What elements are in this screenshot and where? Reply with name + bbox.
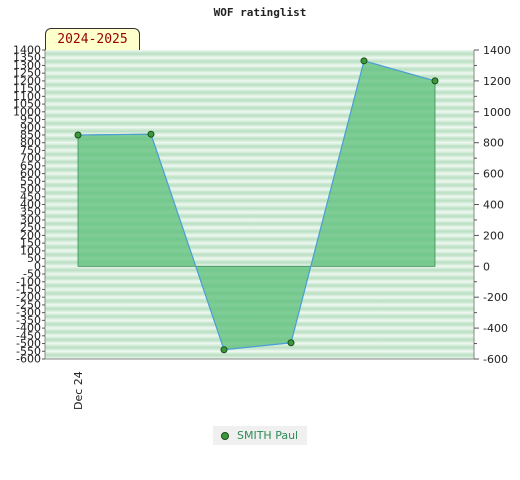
grid-band (45, 250, 474, 259)
right-tick-label: -200 (483, 291, 508, 304)
left-tick-label: -300 (16, 306, 41, 319)
grid-band (45, 235, 474, 244)
left-tick-label: 1000 (13, 105, 41, 118)
left-tick-label: 350 (20, 206, 41, 219)
season-tab: 2024-2025 (45, 28, 140, 50)
grid-band (45, 73, 474, 81)
left-tick-label: 500 (20, 183, 41, 196)
left-tick-label: -350 (16, 314, 41, 327)
grid-band (45, 111, 474, 120)
legend-marker-icon (221, 431, 229, 440)
right-tick-label: 1200 (483, 75, 511, 88)
right-tick-label: 800 (483, 137, 504, 150)
grid-band (45, 173, 474, 182)
grid-band (45, 165, 474, 174)
left-tick-label: -450 (16, 329, 41, 342)
grid-band (45, 96, 474, 105)
left-tick-label: 200 (20, 229, 41, 242)
left-tick-label: 1050 (13, 98, 41, 111)
grid-band (45, 104, 474, 112)
left-tick-label: -400 (16, 322, 41, 335)
x-tick-label: Dec 24 (72, 371, 85, 410)
grid-band (45, 212, 474, 220)
grid-band (45, 258, 474, 267)
right-tick-label: 1400 (483, 44, 511, 57)
grid-band (45, 189, 474, 197)
left-tick-label: 700 (20, 152, 41, 165)
grid-band (45, 142, 474, 151)
legend-label-smith-paul: SMITH Paul (237, 429, 299, 442)
left-tick-label: 0 (34, 260, 41, 273)
grid-band (45, 57, 474, 66)
left-tick-label: 550 (20, 175, 41, 188)
left-tick-label: -200 (16, 291, 41, 304)
grid-band (45, 227, 474, 236)
left-tick-label: -150 (16, 283, 41, 296)
right-tick-label: 0 (483, 260, 490, 273)
left-tick-label: 100 (20, 244, 41, 257)
right-tick-label: 400 (483, 199, 504, 212)
left-tick-label: 850 (20, 128, 41, 141)
left-tick-label: 750 (20, 144, 41, 157)
grid-band (45, 50, 474, 58)
grid-band (45, 150, 474, 159)
left-tick-label: 800 (20, 136, 41, 149)
left-tick-label: 1400 (13, 44, 41, 57)
grid-band (45, 351, 474, 359)
grid-band (45, 119, 474, 128)
left-tick-label: 1250 (13, 67, 41, 80)
left-tick-label: 50 (27, 252, 41, 265)
right-tick-label: -400 (483, 322, 508, 335)
grid-band (45, 88, 474, 97)
data-point (147, 130, 155, 138)
left-tick-label: -50 (23, 268, 41, 281)
left-tick-label: 300 (20, 213, 41, 226)
left-tick-label: -100 (16, 275, 41, 288)
left-tick-label: 1100 (13, 90, 41, 103)
left-tick-label: 950 (20, 113, 41, 126)
grid-band (45, 196, 474, 205)
data-point (220, 346, 228, 354)
left-tick-label: -600 (16, 353, 41, 366)
grid-band (45, 80, 474, 89)
grid-band (45, 134, 474, 143)
grid-band (45, 204, 474, 213)
left-tick-label: 650 (20, 159, 41, 172)
left-tick-label: 150 (20, 237, 41, 250)
grid-band (45, 181, 474, 190)
left-tick-label: -550 (16, 345, 41, 358)
data-point (431, 77, 439, 85)
left-tick-label: 450 (20, 190, 41, 203)
left-tick-label: 400 (20, 198, 41, 211)
data-point (360, 57, 368, 65)
right-tick-label: 600 (483, 168, 504, 181)
right-tick-label: -600 (483, 353, 508, 366)
left-tick-label: 1350 (13, 51, 41, 64)
right-tick-label: 1000 (483, 106, 511, 119)
left-tick-label: 600 (20, 167, 41, 180)
grid-band (45, 65, 474, 74)
legend: SMITH Paul (213, 426, 307, 445)
chart-title: WOF ratinglist (213, 6, 307, 19)
grid-band (45, 158, 474, 166)
series-line (77, 60, 436, 351)
grid-band (45, 219, 474, 228)
left-tick-label: 250 (20, 221, 41, 234)
grid-band (45, 343, 474, 352)
data-point (74, 131, 82, 139)
grid-band (45, 127, 474, 135)
data-point (287, 339, 295, 347)
left-tick-label: -500 (16, 337, 41, 350)
left-tick-label: 1200 (13, 74, 41, 87)
left-tick-label: 900 (20, 121, 41, 134)
left-tick-label: -250 (16, 298, 41, 311)
right-tick-label: 200 (483, 229, 504, 242)
left-tick-label: 1150 (13, 82, 41, 95)
left-tick-label: 1300 (13, 59, 41, 72)
grid-band (45, 243, 474, 251)
